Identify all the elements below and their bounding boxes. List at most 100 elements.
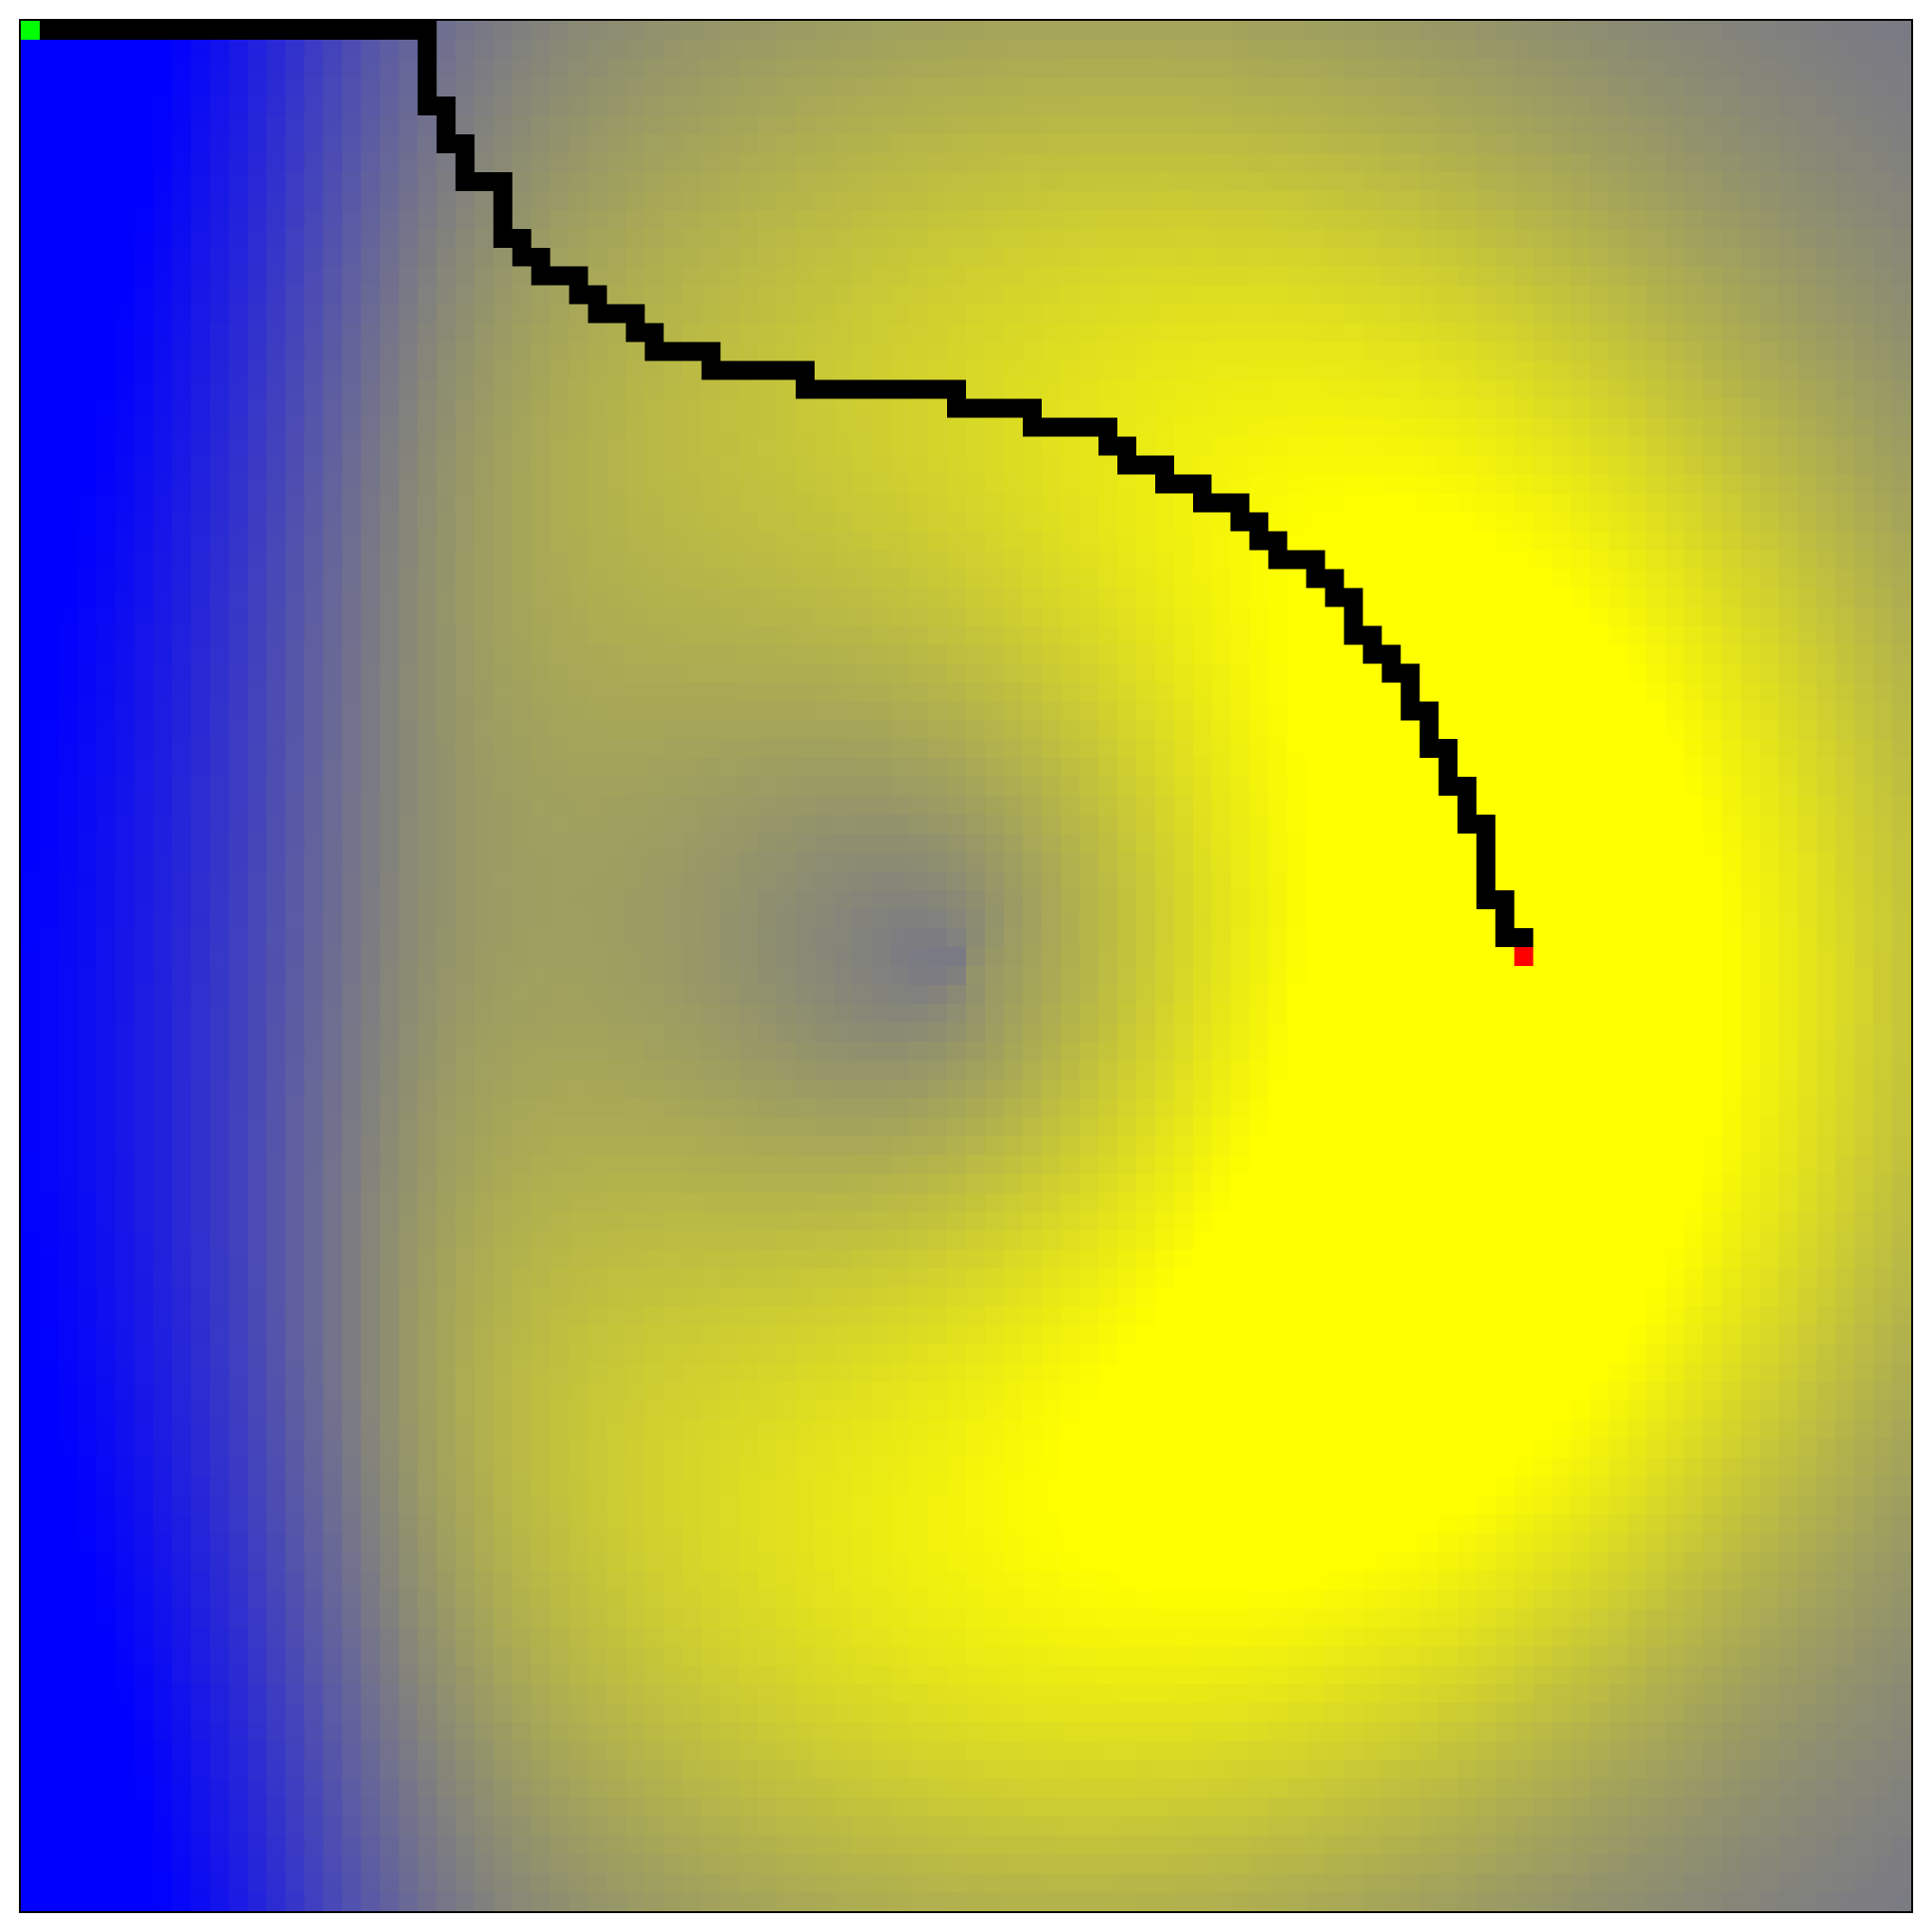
path-cell — [1173, 474, 1193, 494]
path-cell — [550, 266, 570, 286]
path-cell — [588, 285, 607, 305]
path-cell — [720, 360, 740, 380]
path-cell — [1457, 815, 1477, 834]
path-cell — [436, 133, 456, 153]
marker-layer — [21, 21, 1534, 966]
path-cell — [228, 21, 248, 40]
path-cell — [871, 379, 891, 399]
path-cell — [417, 58, 437, 78]
path-cell — [928, 379, 948, 399]
path-cell — [644, 323, 664, 342]
path-cell — [455, 133, 475, 153]
path-cell — [1457, 777, 1477, 797]
path-layer — [21, 21, 1534, 966]
path-cell — [531, 247, 551, 267]
path-cell — [1514, 928, 1534, 948]
path-cell — [1495, 928, 1515, 948]
field-layer — [21, 21, 1911, 1911]
path-cell — [1211, 493, 1231, 513]
path-cell — [133, 21, 153, 40]
path-cell — [1476, 890, 1496, 910]
path-cell — [417, 21, 437, 40]
path-cell — [39, 21, 59, 40]
path-cell — [1098, 417, 1117, 437]
path-cell — [1476, 852, 1496, 872]
path-cell — [1400, 682, 1420, 702]
path-cell — [247, 21, 267, 40]
path-cell — [1060, 417, 1080, 437]
path-cell — [758, 360, 778, 380]
path-cell — [1230, 512, 1250, 532]
path-cell — [1154, 455, 1174, 475]
path-cell — [342, 21, 361, 40]
path-cell — [455, 152, 475, 172]
path-cell — [1495, 909, 1515, 929]
path-cell — [77, 21, 97, 40]
path-cell — [1003, 398, 1023, 418]
path-cell — [1116, 436, 1136, 456]
path-cell — [682, 342, 702, 361]
path-cell — [1249, 512, 1269, 532]
path-cell — [493, 190, 513, 210]
path-cell — [1400, 663, 1420, 683]
path-cell — [947, 379, 966, 399]
path-cell — [493, 209, 513, 229]
path-cell — [1230, 493, 1250, 513]
path-cell — [1268, 531, 1288, 551]
path-cell — [493, 171, 513, 191]
path-cell — [1457, 796, 1477, 816]
path-cell — [1268, 550, 1288, 570]
path-cell — [1287, 550, 1307, 570]
path-cell — [701, 360, 721, 380]
path-cell — [436, 96, 456, 115]
path-cell — [1438, 777, 1458, 797]
path-cell — [588, 304, 607, 324]
goal-marker — [1514, 947, 1534, 966]
path-cell — [1344, 625, 1363, 645]
path-cell — [739, 360, 759, 380]
path-cell — [531, 266, 551, 286]
path-cell — [285, 21, 305, 40]
start-marker — [21, 21, 40, 40]
path-cell — [701, 342, 721, 361]
path-cell — [493, 228, 513, 248]
path-cell — [984, 398, 1004, 418]
path-cell — [379, 21, 399, 40]
path-cell — [512, 228, 532, 248]
path-cell — [171, 21, 191, 40]
path-cell — [58, 21, 78, 40]
path-cell — [474, 171, 494, 191]
path-cell — [1476, 871, 1496, 891]
path-cell — [417, 39, 437, 59]
path-cell — [815, 379, 834, 399]
path-cell — [1381, 644, 1401, 664]
path-cell — [947, 398, 966, 418]
path-cell — [1098, 436, 1117, 456]
path-cell — [323, 21, 342, 40]
path-cell — [625, 323, 645, 342]
path-cell — [1325, 588, 1344, 607]
path-cell — [1192, 493, 1212, 513]
path-cell — [1381, 663, 1401, 683]
path-cell — [1306, 550, 1326, 570]
path-cell — [114, 21, 134, 40]
path-cell — [1438, 739, 1458, 759]
path-cell — [796, 360, 816, 380]
path-cell — [304, 21, 324, 40]
path-cell — [606, 304, 626, 324]
path-cell — [417, 96, 437, 115]
path-cell — [436, 114, 456, 134]
path-cell — [360, 21, 380, 40]
path-cell — [1362, 625, 1382, 645]
path-cell — [1419, 701, 1439, 721]
path-cell — [1249, 531, 1269, 551]
path-cell — [1419, 720, 1439, 740]
path-cell — [796, 379, 816, 399]
path-cell — [266, 21, 286, 40]
path-cell — [663, 342, 683, 361]
path-cell — [190, 21, 210, 40]
path-cell — [1344, 606, 1363, 626]
path-cell — [909, 379, 929, 399]
path-cell — [209, 21, 229, 40]
path-cell — [1325, 569, 1344, 588]
